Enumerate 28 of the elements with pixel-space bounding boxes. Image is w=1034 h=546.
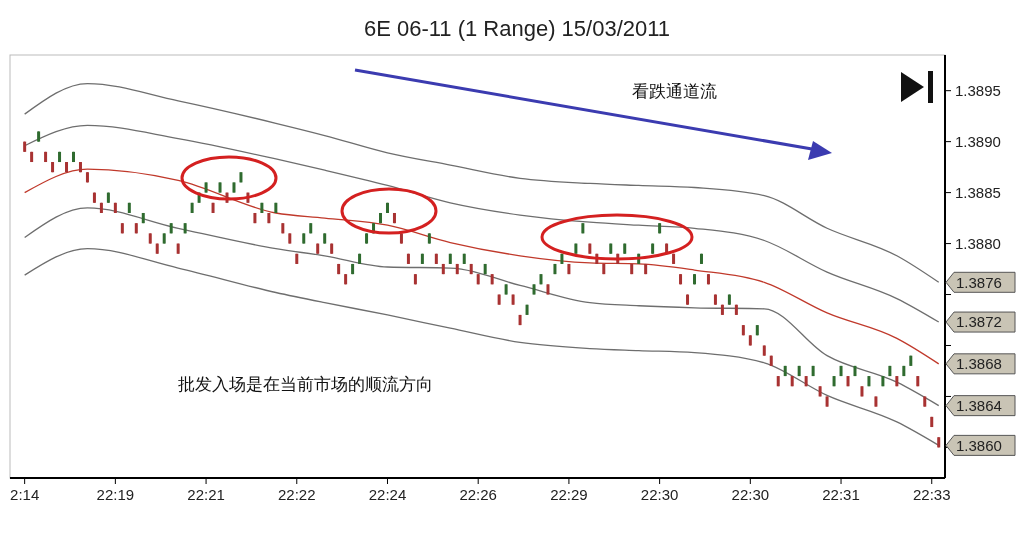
y-tick-label: 1.3885 [955, 183, 1001, 201]
chart-title: 6E 06-11 (1 Range) 15/03/2011 [363, 16, 671, 41]
annotation: 批发入场是在当前市场的顺流方向 [178, 375, 433, 394]
x-tick-label: 22:30 [640, 486, 679, 503]
x-tick-label: 22:26 [459, 486, 497, 503]
data-label: 1.3872 [956, 313, 1002, 331]
annotation: 看跌通道流 [632, 82, 717, 101]
line-series [24, 124, 940, 323]
data-label: 1.3868 [956, 355, 1002, 373]
x-tick-label: 22:24 [368, 486, 407, 503]
line-series [24, 248, 940, 447]
y-tick-label: 1.3890 [955, 132, 1001, 150]
x-tick-label: 22:33 [912, 486, 951, 503]
x-tick-label: 2:14 [10, 486, 40, 503]
line-series [24, 168, 940, 365]
x-tick-label: 22:19 [96, 486, 135, 503]
y-tick-label: 1.3880 [955, 234, 1001, 252]
x-tick-label: 22:30 [731, 486, 770, 503]
x-tick-label: 22:31 [822, 486, 860, 503]
data-label: 1.3864 [956, 396, 1002, 414]
y-tick-label: 1.3895 [955, 81, 1001, 99]
data-label: 1.3876 [956, 273, 1002, 291]
line-series [24, 82, 940, 283]
line-series [24, 207, 940, 407]
x-tick-label: 22:29 [550, 486, 588, 503]
x-tick-label: 22:22 [278, 486, 316, 503]
x-tick-label: 22:21 [187, 486, 225, 503]
data-label: 1.3860 [956, 436, 1002, 454]
